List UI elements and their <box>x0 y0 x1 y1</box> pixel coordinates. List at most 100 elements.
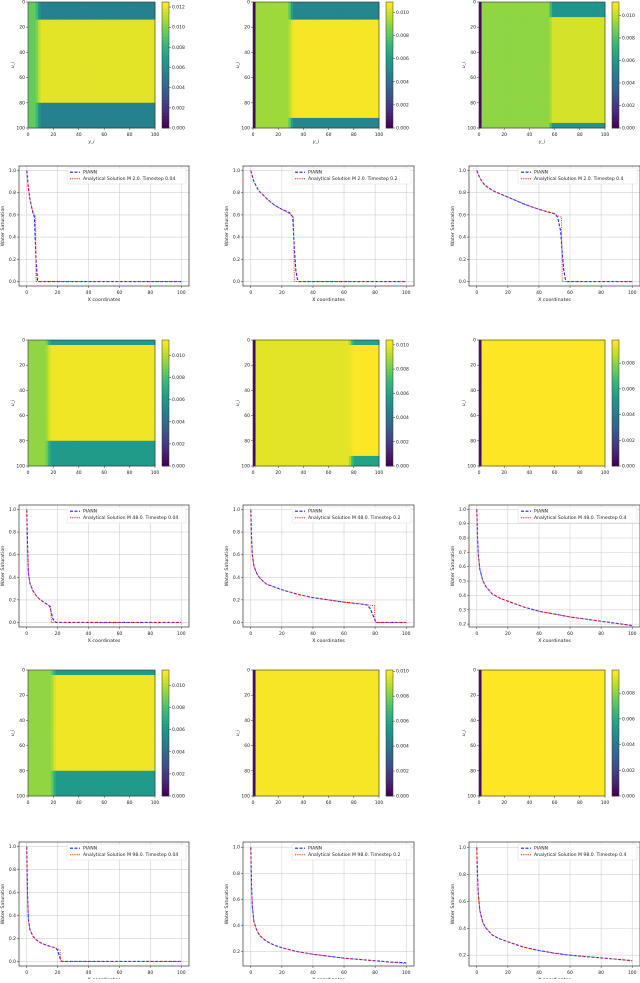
x-tick-label: 60 <box>341 290 347 296</box>
y-tick-label: 0 <box>247 338 250 344</box>
y-tick-label: 60 <box>470 413 476 419</box>
piann-line <box>27 847 182 962</box>
y-tick-label: 0.2 <box>9 257 16 263</box>
grid <box>469 842 640 966</box>
y-tick-label: 0.2 <box>233 597 240 603</box>
x-tick-label: 60 <box>117 290 123 296</box>
colorbar-tick-label: 0.010 <box>172 353 185 359</box>
y-tick-label: 1.0 <box>233 507 240 513</box>
y-tick-label: 20 <box>245 363 251 369</box>
heatmap-image <box>479 670 605 796</box>
x-tick-label: 80 <box>351 132 357 138</box>
heatmap-panel: 020406080100020406080100y_iu_i0.0000.002… <box>427 325 640 475</box>
x-tick-label: 100 <box>375 132 384 138</box>
x-tick-label: 80 <box>148 970 154 976</box>
y-tick-label: 0.8 <box>458 536 465 542</box>
y-tick-label: 0.4 <box>9 235 16 241</box>
heatmap-panel: 020406080100020406080100y_iu_i0.0000.002… <box>213 325 426 475</box>
x-tick-label: 0 <box>252 470 255 475</box>
y-tick-label: 0.0 <box>458 279 465 285</box>
colorbar-tick-label: 0.000 <box>622 793 635 799</box>
x-tick-label: 60 <box>101 470 107 475</box>
analytical-line <box>251 847 406 963</box>
x-tick-label: 40 <box>301 132 307 138</box>
colorbar-tick-label: 0.008 <box>172 705 185 711</box>
y-tick-label: 0.0 <box>9 959 16 965</box>
y-tick-label: 0.4 <box>458 235 465 241</box>
heatmap-panel: 020406080100020406080100y_iu_i0.0000.002… <box>427 655 640 805</box>
x-tick-label: 0 <box>25 970 28 976</box>
x-tick-label: 0 <box>27 800 30 805</box>
heatmap-image <box>28 340 155 466</box>
x-tick-label: 20 <box>501 470 507 475</box>
x-tick-label: 0 <box>27 132 30 138</box>
x-tick-label: 100 <box>402 631 411 637</box>
y-tick-label: 100 <box>467 125 476 131</box>
y-tick-label: 0.6 <box>233 212 240 218</box>
colorbar-tick-label: 0.002 <box>622 438 635 444</box>
heatmap-panel: 020406080100020406080100y_iu_i0.0000.002… <box>0 655 213 805</box>
colorbar-tick-label: 0.002 <box>622 768 635 774</box>
y-tick-label: 0.2 <box>458 257 465 263</box>
x-tick-label: 40 <box>76 470 82 475</box>
y-tick-label: 80 <box>245 768 251 774</box>
x-tick-label: 100 <box>375 800 384 805</box>
heatmap-image <box>253 340 379 466</box>
y-axis-label: Water Saturation <box>224 206 230 247</box>
colorbar-tick-label: 0.010 <box>172 683 185 689</box>
legend-piann-label: PIANN <box>83 846 97 852</box>
x-axis-label: y_i <box>87 139 95 145</box>
x-tick-label: 60 <box>326 470 332 475</box>
piann-line <box>476 847 631 960</box>
x-tick-label: 20 <box>55 970 61 976</box>
y-tick-label: 20 <box>245 25 251 31</box>
y-tick-label: 0.0 <box>9 620 16 626</box>
legend-analytical-label: Analytical Solution M 98.0. Timestep 0.2 <box>308 852 400 858</box>
x-tick-label: 80 <box>127 800 133 805</box>
heatmap-image <box>28 670 155 796</box>
y-axis-label: u_i <box>10 399 16 406</box>
y-tick-label: 40 <box>245 388 251 394</box>
y-tick-label: 0.8 <box>233 530 240 536</box>
y-tick-label: 40 <box>245 50 251 56</box>
colorbar-tick-label: 0.002 <box>396 102 409 108</box>
y-tick-label: 1.0 <box>9 168 16 174</box>
x-tick-label: 60 <box>567 631 573 637</box>
legend-piann-label: PIANN <box>534 170 548 176</box>
legend-piann-label: PIANN <box>308 170 322 176</box>
y-tick-label: 0.6 <box>233 552 240 558</box>
y-tick-label: 0.5 <box>458 579 465 585</box>
plot-frame <box>243 505 414 627</box>
y-tick-label: 40 <box>245 718 251 724</box>
y-tick-label: 0.0 <box>9 279 16 285</box>
y-tick-label: 60 <box>245 413 251 419</box>
y-axis-label: u_i <box>235 61 241 68</box>
colorbar-tick-label: 0.010 <box>622 13 635 19</box>
x-tick-label: 0 <box>477 132 480 138</box>
grid <box>19 842 189 966</box>
y-tick-label: 100 <box>242 793 251 799</box>
x-tick-label: 60 <box>551 800 557 805</box>
y-tick-label: 0 <box>247 0 250 6</box>
colorbar-tick-label: 0.006 <box>172 727 185 733</box>
x-tick-label: 40 <box>86 631 92 637</box>
y-tick-label: 60 <box>470 743 476 749</box>
y-axis-label: Water Saturation <box>0 884 6 925</box>
legend-piann-label: PIANN <box>83 170 97 176</box>
y-tick-label: 0.0 <box>233 620 240 626</box>
x-tick-label: 100 <box>151 132 160 138</box>
x-axis-label: X coordinates <box>88 297 121 303</box>
y-axis-label: u_i <box>235 399 241 406</box>
y-tick-label: 80 <box>19 100 25 106</box>
legend-analytical-label: Analytical Solution M 98.0. Timestep 0.4 <box>534 852 626 858</box>
x-tick-label: 60 <box>117 631 123 637</box>
x-tick-label: 20 <box>51 800 57 805</box>
